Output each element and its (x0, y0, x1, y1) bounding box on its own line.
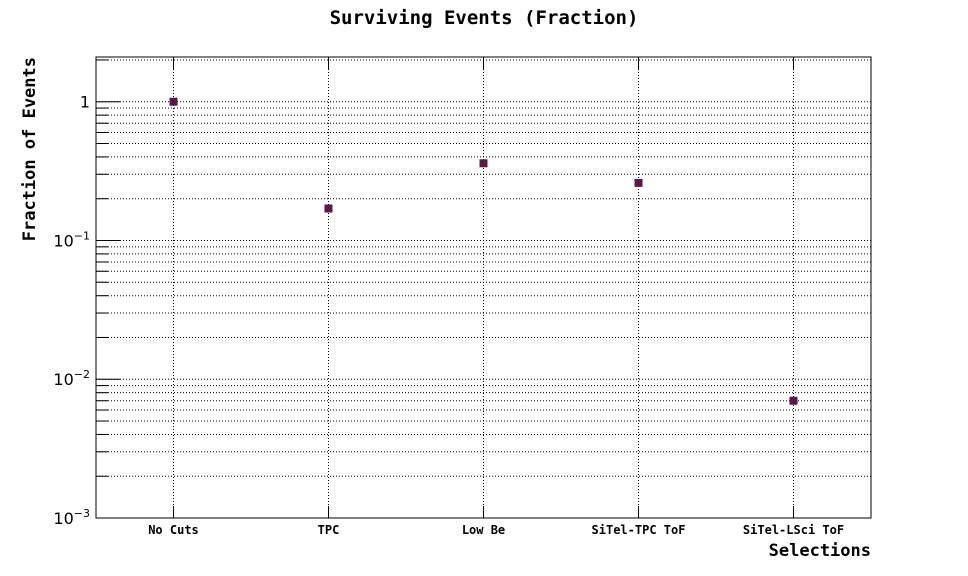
x-tick-label: No Cuts (148, 523, 199, 537)
data-markers (169, 97, 798, 405)
axis-ticks (96, 57, 794, 519)
data-point (789, 396, 798, 405)
y-tick-label: 10−3 (53, 507, 90, 528)
x-axis-title: Selections (769, 541, 871, 561)
data-point (479, 159, 488, 168)
x-tick-label: Low Be (462, 523, 505, 537)
grid-lines (96, 57, 871, 518)
y-axis-title: Fraction of Events (20, 57, 40, 241)
data-point (324, 204, 333, 213)
x-tick-label: SiTel-LSci ToF (743, 523, 844, 537)
x-tick-label: SiTel-TPC ToF (592, 523, 686, 537)
chart-title: Surviving Events (Fraction) (330, 7, 639, 29)
y-tick-labels: 10−3 10−2 10−1 1 (53, 93, 90, 528)
x-tick-labels: No Cuts TPC Low Be SiTel-TPC ToF SiTel-LSci … (148, 523, 844, 537)
y-tick-label: 10−1 (53, 229, 90, 250)
x-tick-label: TPC (318, 523, 340, 537)
plot-frame (95, 56, 872, 519)
data-point (169, 97, 178, 106)
data-point (634, 178, 643, 187)
y-tick-label: 1 (80, 93, 90, 112)
y-tick-label: 10−2 (53, 368, 90, 389)
